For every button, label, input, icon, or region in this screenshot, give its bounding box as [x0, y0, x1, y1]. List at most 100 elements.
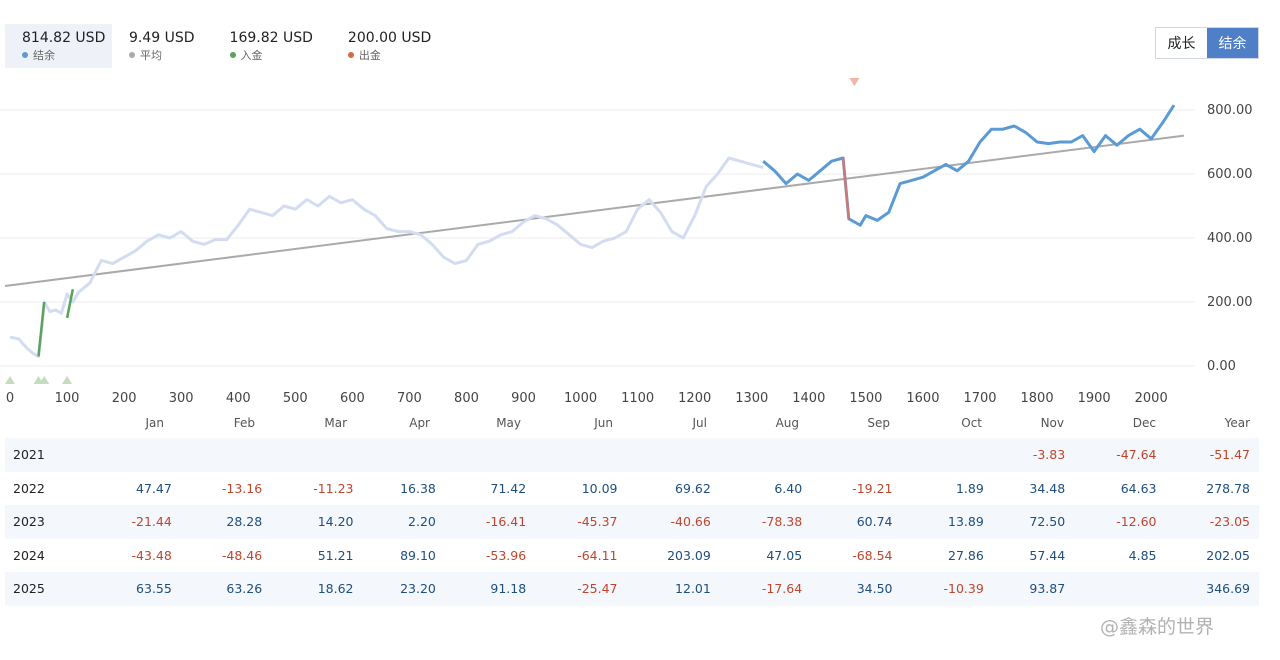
table-cell: 72.50	[983, 505, 1066, 539]
column-header: Apr	[409, 416, 430, 430]
table-cell: 51.21	[317, 547, 354, 563]
returns-table-header: Jan Feb Mar Apr May Jun Jul Aug Sep Oct Nov Dec Year	[0, 416, 1280, 434]
table-cell	[802, 438, 893, 472]
table-cell: 89.10	[400, 547, 436, 563]
chart-series	[9, 104, 1176, 358]
row-year: 2022	[13, 480, 45, 496]
table-cell	[171, 438, 263, 472]
stat-average-value: 9.49 USD	[129, 30, 195, 46]
column-header: Dec	[1132, 416, 1156, 430]
table-cell: -25.47	[526, 572, 618, 606]
y-tick-label: 200.00	[1207, 295, 1253, 310]
row-year: 2024	[13, 547, 45, 563]
table-cell: 57.44	[1029, 547, 1066, 563]
stat-balance[interactable]: 814.82 USD 结余	[5, 24, 112, 68]
balance-legend-dot	[22, 52, 28, 58]
x-tick-label: 1200	[678, 391, 711, 406]
y-tick-label: 400.00	[1207, 231, 1253, 246]
view-toggle: 成长 结余	[1155, 27, 1259, 59]
deposit-legend-dot	[229, 52, 236, 58]
y-axis: 0.00 200.00 400.00 600.00 800.00	[1207, 103, 1253, 374]
deposit-segment	[65, 288, 75, 319]
stat-deposit-value: 169.82 USD	[229, 30, 313, 46]
row-year: 2023	[5, 505, 73, 539]
table-cell: -78.38	[710, 505, 803, 539]
table-cell: -21.44	[72, 505, 172, 539]
chart-grid	[0, 109, 1195, 367]
table-cell: -17.64	[710, 572, 803, 606]
x-tick-label: 500	[283, 391, 308, 406]
deposit-marker[interactable]	[5, 376, 15, 384]
table-cell: 34.48	[1029, 480, 1066, 496]
table-row: 2022 47.47 -13.16 -11.23 16.38 71.42 10.09 69.6…	[5, 472, 1259, 506]
balance-series-line	[762, 104, 1176, 227]
x-tick-label: 1100	[621, 391, 654, 406]
x-tick-label: 1400	[792, 391, 825, 406]
table-cell	[617, 438, 711, 472]
x-tick-label: 1900	[1078, 391, 1111, 406]
column-header: Aug	[775, 416, 799, 430]
stat-withdrawal-label: 出金	[358, 49, 381, 62]
row-year: 2025	[5, 572, 73, 606]
table-cell: -48.46	[221, 547, 263, 563]
table-cell: -43.48	[131, 547, 172, 563]
stat-average[interactable]: 9.49 USD 平均	[112, 24, 213, 62]
table-cell	[353, 438, 436, 472]
table-cell: 28.28	[171, 505, 263, 539]
table-cell: 13.89	[892, 505, 984, 539]
table-cell: 346.69	[1156, 572, 1259, 606]
table-row: 2023 -21.44 28.28 14.20 2.20 -16.41 -45.37 -40.…	[5, 505, 1259, 539]
deposit-marker[interactable]	[62, 376, 73, 384]
x-tick-label: 1300	[735, 391, 768, 406]
x-tick-label: 300	[169, 391, 194, 406]
column-header: Feb	[233, 416, 255, 430]
x-tick-label: 400	[226, 391, 251, 406]
table-cell: -19.21	[852, 480, 893, 496]
column-header: Jan	[145, 416, 165, 430]
balance-chart: 0.00 200.00 400.00 600.00 800.00 0 100 200 300 4…	[0, 78, 1253, 406]
y-tick-label: 800.00	[1207, 103, 1253, 118]
column-header: Year	[1224, 416, 1250, 430]
table-cell: -12.60	[1065, 505, 1157, 539]
table-cell: 1.89	[955, 480, 984, 496]
y-tick-label: 600.00	[1207, 167, 1253, 182]
table-cell: -40.66	[617, 505, 711, 539]
x-tick-label: 900	[511, 391, 536, 406]
table-cell	[1065, 572, 1157, 606]
table-cell	[526, 438, 618, 472]
table-cell: -47.64	[1065, 438, 1157, 472]
table-cell: -68.54	[852, 547, 893, 563]
balance-toggle-button[interactable]: 结余	[1207, 28, 1258, 58]
column-header: May	[496, 416, 521, 430]
table-cell: 278.78	[1206, 480, 1250, 496]
table-cell	[72, 438, 172, 472]
stat-deposit[interactable]: 169.82 USD 入金	[213, 24, 331, 62]
table-cell: -23.05	[1156, 505, 1259, 539]
table-cell: 12.01	[617, 572, 711, 606]
withdrawal-segment	[841, 157, 851, 219]
table-cell	[710, 438, 803, 472]
stat-withdrawal[interactable]: 200.00 USD 出金	[331, 24, 449, 62]
x-tick-label: 100	[55, 391, 80, 406]
x-tick-label: 1800	[1021, 391, 1054, 406]
table-cell	[892, 438, 984, 472]
stat-average-label: 平均	[140, 49, 162, 62]
stat-withdrawal-value: 200.00 USD	[347, 30, 432, 46]
stat-balance-value: 814.82 USD	[22, 30, 106, 46]
table-cell: 2.20	[353, 505, 436, 539]
table-cell: 27.86	[948, 547, 984, 563]
average-legend-dot	[129, 52, 135, 58]
table-row: 2024 -43.48 -48.46 51.21 89.10 -53.96 -64.11 20…	[5, 539, 1259, 573]
table-cell	[262, 438, 354, 472]
withdrawal-marker[interactable]	[849, 78, 860, 86]
x-tick-label: 700	[397, 391, 422, 406]
x-tick-label: 800	[454, 391, 479, 406]
table-cell: -13.16	[221, 480, 263, 496]
deposit-marker[interactable]	[39, 376, 50, 384]
table-cell: -64.11	[577, 547, 618, 563]
x-tick-label: 1600	[906, 391, 939, 406]
table-cell: 47.05	[766, 547, 803, 563]
column-header: Oct	[961, 416, 982, 430]
growth-toggle-button[interactable]: 成长	[1156, 28, 1207, 58]
column-header: Sep	[867, 416, 890, 430]
